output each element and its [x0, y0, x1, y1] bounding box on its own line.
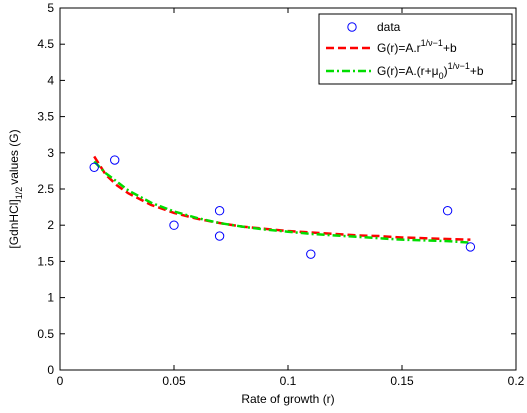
legend-label-shifted-tail: +b	[470, 64, 484, 78]
legend-label-power-exponent: 1/ν−1	[421, 38, 443, 48]
data-point	[442, 206, 453, 216]
y-axis-label-main: [GdnHCl]	[7, 199, 21, 248]
legend-label-power: G(r)=A.r1/ν−1+b	[377, 38, 457, 55]
x-axis-ticks: 0 0.05 0.1 0.15 0.2	[57, 8, 525, 388]
y-axis-label-rest: values (G)	[7, 129, 21, 184]
x-axis-label: Rate of growth (r)	[241, 392, 334, 406]
y-tick-label: 0	[47, 363, 54, 377]
data-point	[169, 220, 179, 230]
y-tick-label: 0.5	[37, 327, 54, 341]
legend-marker-data	[347, 22, 357, 32]
data-point	[306, 249, 316, 259]
y-tick-label: 4.5	[37, 37, 54, 51]
x-tick-label: 0.2	[508, 374, 525, 388]
data-point	[110, 155, 120, 165]
y-tick-label: 2	[47, 218, 54, 232]
legend-label-data: data	[377, 20, 401, 34]
y-tick-label: 5	[47, 1, 54, 15]
data-point	[465, 242, 476, 252]
x-tick-label: 0.05	[162, 374, 186, 388]
legend: data G(r)=A.r1/ν−1+b G(r)=A.(r+μ0)1/ν−1+…	[318, 13, 513, 85]
legend-label-shifted-base: G(r)=A.(r+μ	[377, 64, 439, 78]
legend-label-shifted: G(r)=A.(r+μ0)1/ν−1+b	[377, 61, 484, 81]
legend-label-shifted-exponent: 1/ν−1	[448, 61, 470, 71]
data-point	[214, 206, 225, 216]
y-tick-label: 3.5	[37, 110, 54, 124]
x-tick-label: 0	[57, 374, 64, 388]
y-tick-label: 3	[47, 146, 54, 160]
y-axis-label-subscript: 1/2	[14, 187, 24, 200]
data-point	[214, 231, 225, 241]
x-tick-label: 0.1	[280, 374, 297, 388]
legend-label-power-tail: +b	[443, 41, 457, 55]
legend-label-power-base: G(r)=A.r	[377, 41, 421, 55]
x-tick-label: 0.15	[390, 374, 414, 388]
series-layer	[89, 155, 476, 259]
legend-label-shifted-subscript: 0	[439, 71, 444, 81]
y-tick-label: 4	[47, 73, 54, 87]
y-axis-ticks: 0 0.5 1 1.5 2 2.5 3 3.5 4 4.5 5	[37, 1, 516, 377]
y-tick-label: 1	[47, 291, 54, 305]
data-point	[89, 162, 99, 172]
y-tick-label: 2.5	[37, 182, 54, 196]
y-tick-label: 1.5	[37, 254, 54, 268]
legend-label-shifted-close: )	[444, 64, 448, 78]
series-line	[93, 160, 471, 244]
y-axis-label: [GdnHCl]1/2 values (G)	[7, 129, 24, 248]
